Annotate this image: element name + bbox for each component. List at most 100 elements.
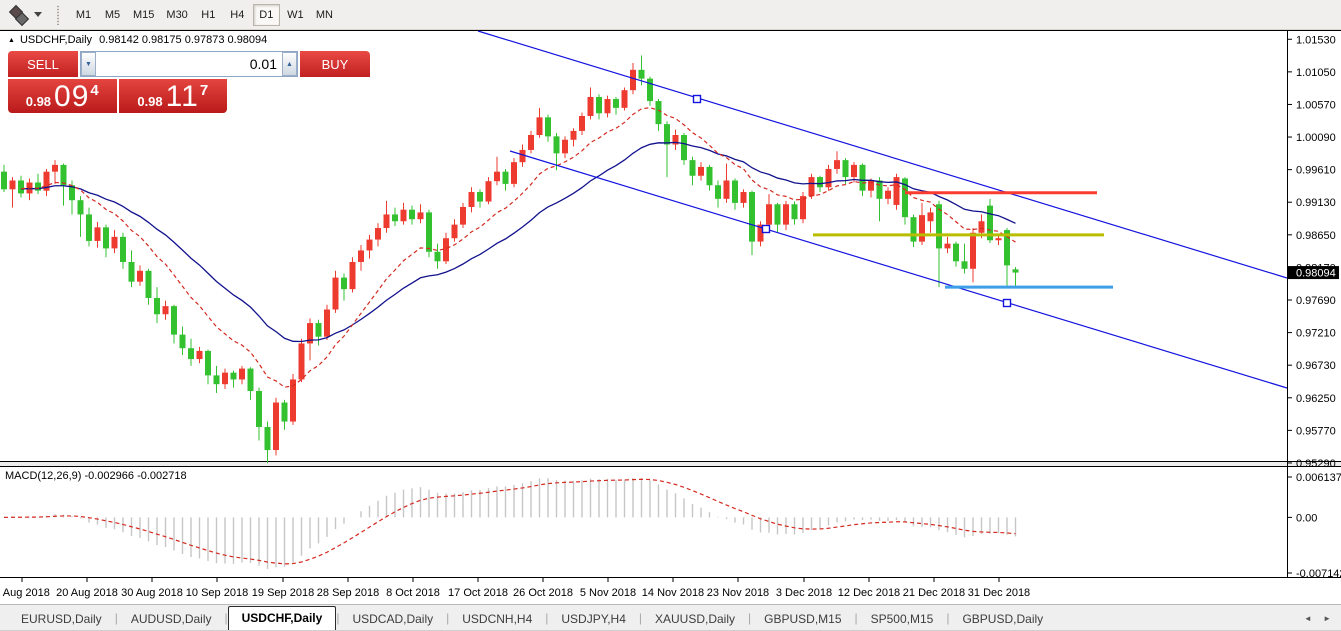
price-axis-label: 0.97210 [1296, 328, 1336, 340]
pattern-tool-icon[interactable] [8, 4, 32, 26]
candle [239, 368, 245, 380]
candle [9, 180, 16, 190]
candle [43, 171, 50, 191]
candle [205, 350, 211, 376]
candle [638, 69, 645, 79]
volume-input[interactable] [96, 52, 282, 76]
toolbar-grip[interactable] [56, 4, 61, 25]
candle [375, 228, 381, 240]
trendline[interactable] [509, 150, 1288, 389]
chart-title: ▲ USDCHF,Daily 0.98142 0.98175 0.97873 0.9… [8, 34, 267, 46]
time-axis-label: 10 Sep 2018 [186, 587, 248, 599]
volume-decrease-icon[interactable]: ▼ [81, 52, 96, 76]
trendline-handle[interactable] [761, 224, 771, 234]
trendline-handle[interactable] [692, 94, 702, 104]
candle [188, 348, 194, 360]
candle [477, 192, 483, 202]
chart-tab-EURUSD-Daily[interactable]: EURUSD,Daily [21, 612, 102, 626]
price-axis-label: 0.97690 [1296, 295, 1336, 307]
candle [519, 149, 526, 163]
time-axis-label: 14 Nov 2018 [642, 587, 704, 599]
candle [740, 192, 747, 203]
chart-tabs: EURUSD,Daily | AUDUSD,Daily | USDCHF,Daily | U… [8, 606, 1056, 630]
candle [825, 168, 832, 188]
panel-separator[interactable] [0, 462, 1341, 466]
candle [851, 164, 857, 178]
tab-separator: | [748, 611, 752, 625]
candle [460, 206, 466, 225]
candle [128, 261, 135, 282]
candle [800, 196, 806, 220]
chart-tab-USDCHF-Daily[interactable]: USDCHF,Daily [227, 606, 337, 630]
candle [256, 390, 262, 427]
chart-tab-SP500-M15[interactable]: SP500,M15 [870, 612, 934, 626]
timeframe-button-D1[interactable]: D1 [252, 3, 280, 26]
chart-tab-USDJPY-H4[interactable]: USDJPY,H4 [561, 612, 626, 626]
buy-button[interactable]: BUY [300, 51, 370, 77]
candle [290, 379, 296, 422]
chart-tab-XAUUSD-Daily[interactable]: XAUUSD,Daily [655, 612, 736, 626]
timeframe-button-M1[interactable]: M1 [70, 4, 97, 26]
candle [706, 166, 713, 186]
candle [953, 243, 959, 262]
current-price-label: 0.98094 [1296, 268, 1336, 280]
timeframe-button-H1[interactable]: H1 [195, 4, 222, 26]
macd-signal-line [3, 478, 1016, 565]
price-axis-label: 1.01530 [1296, 34, 1336, 46]
buy-price-panel[interactable]: 0.98 11 7 [118, 79, 227, 113]
candle [417, 212, 424, 220]
candle [358, 250, 364, 262]
candle [468, 192, 475, 207]
candle [162, 306, 169, 315]
candle [970, 232, 976, 269]
candle [536, 117, 543, 136]
chart-tab-USDCNH-H4[interactable]: USDCNH,H4 [462, 612, 533, 626]
candle [366, 239, 373, 251]
price-axis-label: 0.96730 [1296, 360, 1336, 372]
candle [315, 323, 322, 337]
price-chart[interactable]: MACD(12,26,9) -0.002966 -0.002718 1.01530… [0, 30, 1341, 604]
candle [196, 350, 203, 360]
chart-tab-GBPUSD-M15[interactable]: GBPUSD,M15 [764, 612, 842, 626]
time-axis-label: 17 Oct 2018 [448, 587, 508, 599]
candle [859, 164, 866, 191]
candle [1004, 230, 1010, 266]
candle [332, 277, 339, 310]
candle [604, 99, 611, 114]
macd-axis-label: -0.007142 [1296, 568, 1341, 580]
tab-separator: | [545, 611, 549, 625]
trendline[interactable] [477, 30, 1288, 279]
price-axis-label: 0.96250 [1296, 393, 1336, 405]
chart-tab-USDCAD-Daily[interactable]: USDCAD,Daily [352, 612, 434, 626]
timeframe-button-MN[interactable]: MN [311, 4, 338, 26]
chart-tab-GBPUSD-Daily[interactable]: GBPUSD,Daily [962, 612, 1044, 626]
chart-area[interactable]: MACD(12,26,9) -0.002966 -0.002718 1.01530… [0, 30, 1341, 604]
sell-button[interactable]: SELL [8, 51, 78, 77]
timeframe-button-M30[interactable]: M30 [161, 4, 192, 26]
candle [715, 185, 721, 199]
candle [426, 212, 432, 252]
candle [621, 90, 628, 108]
sell-price-panel[interactable]: 0.98 09 4 [8, 79, 117, 113]
candle [647, 78, 653, 102]
candle [154, 297, 160, 315]
sell-price-pip: 4 [90, 81, 99, 99]
timeframe-button-M15[interactable]: M15 [128, 4, 159, 26]
timeframe-button-M5[interactable]: M5 [99, 4, 126, 26]
chart-tab-AUDUSD-Daily[interactable]: AUDUSD,Daily [130, 612, 212, 626]
macd-axis-label: 0.00 [1296, 512, 1317, 524]
chevron-down-icon[interactable] [34, 12, 42, 17]
trendline-handle[interactable] [1002, 298, 1012, 308]
price-axis-label: 0.95770 [1296, 425, 1336, 437]
collapse-arrow-icon[interactable]: ▲ [8, 37, 15, 44]
timeframe-button-group: M1 M5 M15 M30 H1 H4 D1 W1 MN [69, 3, 339, 26]
timeframe-button-W1[interactable]: W1 [282, 4, 309, 26]
tab-scroll-left-icon[interactable]: ◄ [1303, 614, 1312, 623]
candle [944, 243, 951, 249]
time-axis-label: 26 Oct 2018 [513, 587, 573, 599]
timeframe-button-H4[interactable]: H4 [224, 4, 251, 26]
candle [698, 166, 704, 176]
tab-scroll-right-icon[interactable]: ► [1323, 614, 1331, 623]
candle [179, 334, 186, 349]
volume-increase-icon[interactable]: ▲ [282, 52, 297, 76]
